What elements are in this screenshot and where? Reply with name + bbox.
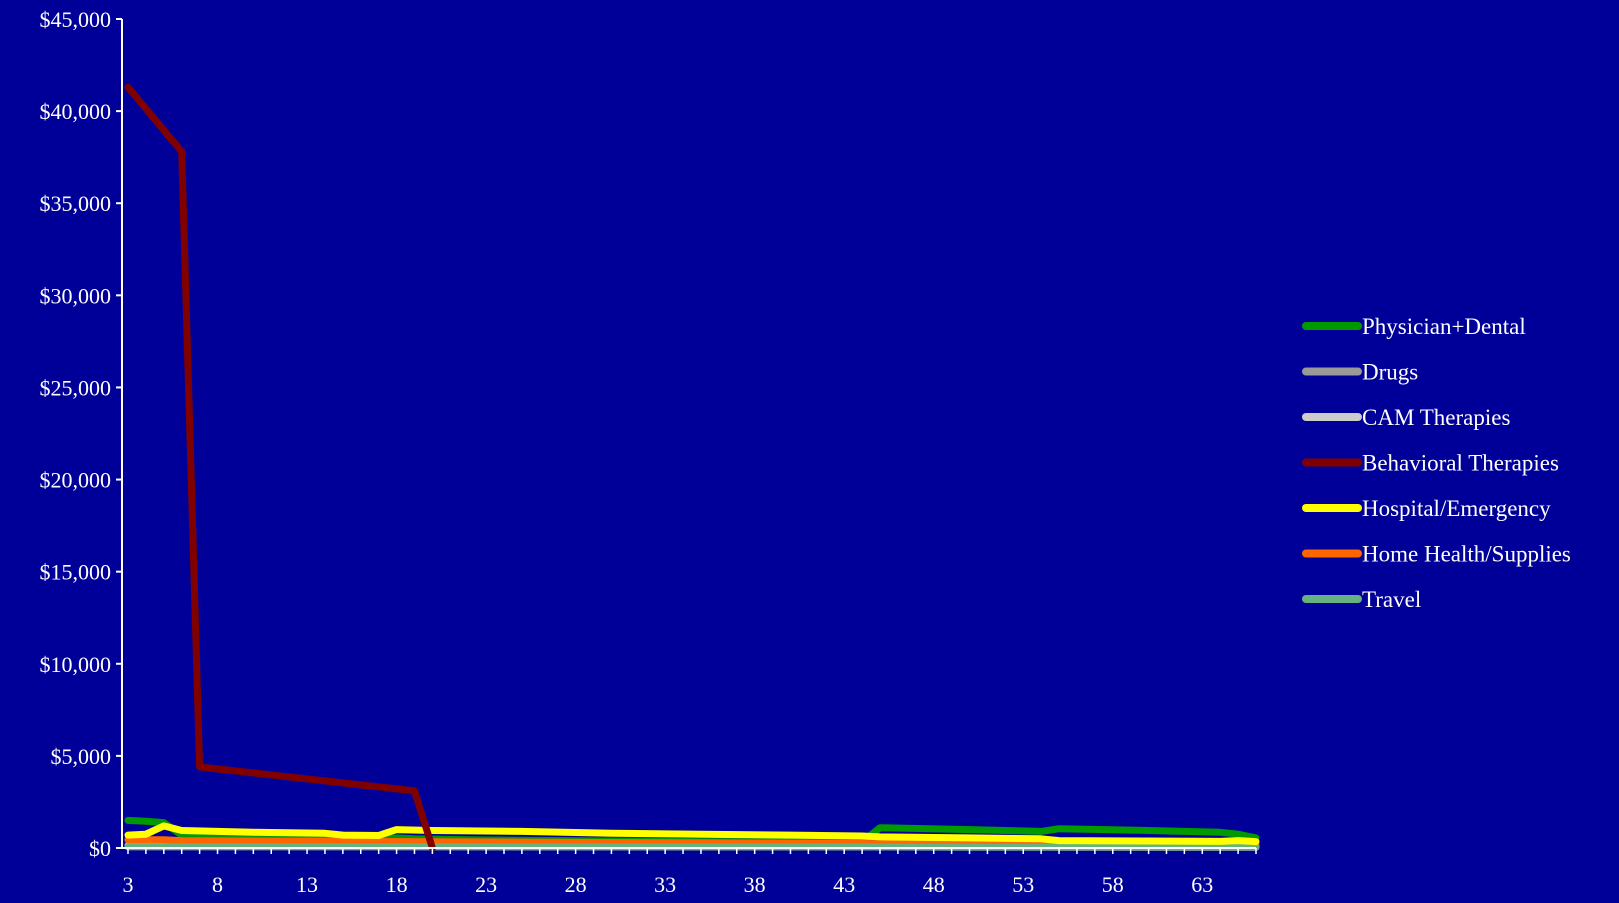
- y-tick-label: $20,000: [40, 468, 112, 493]
- y-tick-label: $30,000: [40, 283, 112, 308]
- legend-label-physician-dental: Physician+Dental: [1362, 314, 1526, 339]
- series-line-hospital-emergency: [124, 822, 1260, 846]
- legend-label-home-health-supplies: Home Health/Supplies: [1362, 542, 1571, 567]
- x-tick-label: 48: [923, 872, 945, 897]
- x-tick-label: 28: [565, 872, 587, 897]
- x-tick-label: 38: [744, 872, 766, 897]
- y-tick-label: $15,000: [40, 560, 112, 585]
- x-tick-label: 13: [296, 872, 318, 897]
- y-tick-label: $0: [89, 836, 111, 861]
- series-line-behavioral-therapies: [124, 83, 436, 852]
- x-tick-label: 8: [212, 872, 223, 897]
- x-tick-label: 3: [123, 872, 134, 897]
- y-tick-label: $5,000: [51, 744, 112, 769]
- y-tick-label: $45,000: [40, 7, 112, 32]
- y-tick-label: $35,000: [40, 191, 112, 216]
- series-layer: [124, 83, 1260, 852]
- legend-label-drugs: Drugs: [1362, 360, 1418, 385]
- x-tick-label: 33: [654, 872, 676, 897]
- legend-label-travel: Travel: [1362, 587, 1421, 612]
- x-tick-label: 18: [386, 872, 408, 897]
- y-tick-label: $10,000: [40, 652, 112, 677]
- y-tick-label: $25,000: [40, 375, 112, 400]
- legend-label-cam-therapies: CAM Therapies: [1362, 405, 1510, 430]
- x-tick-label: 23: [475, 872, 497, 897]
- x-tick-label: 53: [1012, 872, 1034, 897]
- legend-label-hospital-emergency: Hospital/Emergency: [1362, 496, 1551, 521]
- legend-label-behavioral-therapies: Behavioral Therapies: [1362, 451, 1559, 476]
- x-tick-label: 58: [1102, 872, 1124, 897]
- legend: Physician+Dental Drugs CAM Therapies Behavi…: [1302, 314, 1571, 612]
- y-tick-label: $40,000: [40, 99, 112, 124]
- axes-layer: $0 $5,000 $10,000 $15,000 $20,000 $25,000 $30,…: [40, 7, 1257, 897]
- x-tick-label: 63: [1191, 872, 1213, 897]
- x-tick-label: 43: [833, 872, 855, 897]
